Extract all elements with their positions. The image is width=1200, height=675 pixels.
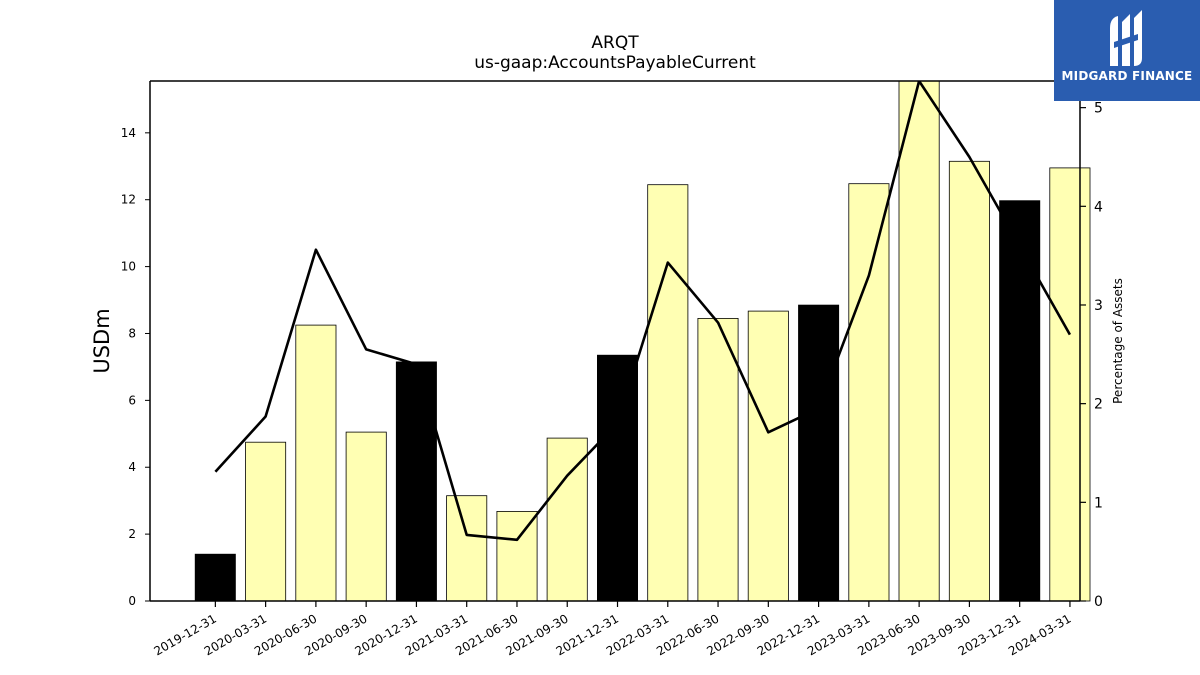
ytick-label-12: 12	[121, 193, 136, 207]
y2tick-label-2: 2	[1094, 397, 1103, 413]
logo-text: MIDGARD FINANCE	[1061, 69, 1193, 83]
logo-mark-icon	[1110, 10, 1142, 66]
ytick-label-0: 0	[128, 594, 136, 608]
ytick-label-6: 6	[128, 393, 136, 407]
ytick-label-10: 10	[121, 260, 136, 274]
bar-2023-03-31	[848, 183, 890, 602]
y2tick-label-0: 0	[1094, 594, 1103, 610]
y2tick-label-5: 5	[1094, 101, 1103, 117]
bar-2021-09-30	[546, 437, 588, 602]
bar-2023-12-31	[999, 200, 1041, 602]
y2tick-label-4: 4	[1094, 199, 1103, 215]
bar-2024-03-31	[1049, 167, 1091, 602]
ytick-label-4: 4	[128, 460, 136, 474]
ytick-label-2: 2	[128, 527, 136, 541]
chart-subtitle: us-gaap:AccountsPayableCurrent	[474, 53, 756, 73]
bar-2022-12-31	[798, 304, 840, 602]
bar-2020-12-31	[395, 361, 437, 602]
bar-2021-03-31	[446, 495, 488, 602]
midgard-finance-logo: MIDGARD FINANCE	[1054, 0, 1200, 101]
bar-2020-03-31	[245, 441, 287, 602]
bar-2023-09-30	[948, 160, 990, 602]
percentage-line	[214, 81, 1072, 542]
bar-2022-06-30	[697, 317, 739, 602]
bar-2020-06-30	[295, 324, 337, 602]
y2tick-label-3: 3	[1094, 298, 1103, 314]
bar-2021-06-30	[496, 510, 538, 602]
line-group	[214, 81, 1072, 542]
y-axis-label: USDm	[90, 308, 114, 373]
ytick-label-8: 8	[128, 326, 136, 340]
bars-group	[194, 80, 1091, 602]
bar-2022-09-30	[747, 310, 789, 602]
bar-2023-06-30	[898, 80, 940, 602]
bar-2020-09-30	[345, 431, 387, 602]
y2tick-label-1: 1	[1094, 495, 1103, 511]
y2-axis-label: Percentage of Assets	[1111, 278, 1125, 404]
bar-2021-12-31	[597, 354, 639, 602]
ytick-label-14: 14	[121, 126, 136, 140]
bar-2022-03-31	[647, 184, 689, 602]
bar-2019-12-31	[194, 553, 236, 602]
chart-title: ARQT	[591, 33, 639, 53]
